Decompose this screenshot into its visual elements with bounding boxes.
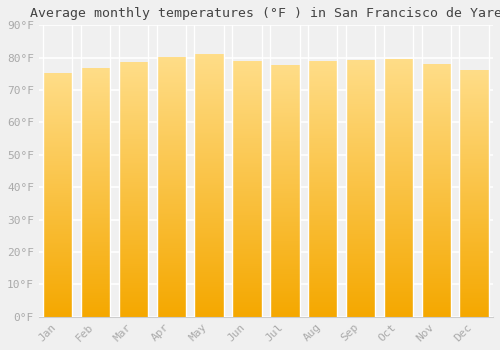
Title: Average monthly temperatures (°F ) in San Francisco de Yare: Average monthly temperatures (°F ) in Sa… xyxy=(30,7,500,20)
